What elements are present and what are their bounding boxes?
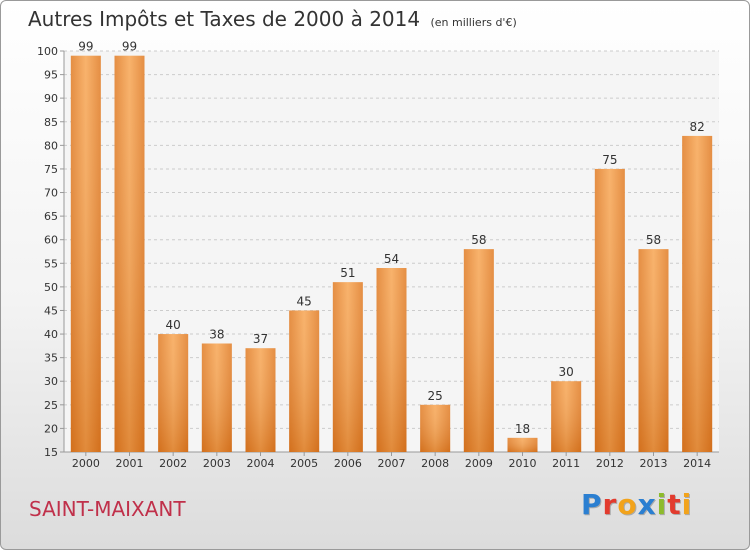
y-tick-label: 55 xyxy=(44,257,58,270)
chart-title-text: Autres Impôts et Taxes de 2000 à 2014 xyxy=(28,7,421,31)
x-tick-label: 2013 xyxy=(640,457,668,470)
x-tick-label: 2014 xyxy=(683,457,711,470)
bar-shade xyxy=(594,168,625,453)
logo-letter: i xyxy=(681,488,693,521)
data-label: 82 xyxy=(690,120,705,134)
x-tick-label: 2004 xyxy=(247,457,275,470)
data-label: 99 xyxy=(78,40,93,54)
x-tick-label: 2010 xyxy=(509,457,537,470)
y-tick-label: 50 xyxy=(44,281,58,294)
x-tick-label: 2005 xyxy=(290,457,318,470)
x-tick-label: 2001 xyxy=(116,457,144,470)
y-tick-label: 85 xyxy=(44,116,58,129)
y-tick-label: 80 xyxy=(44,139,58,152)
logo-letter: t xyxy=(667,488,682,521)
logo-letter: P xyxy=(581,488,603,521)
y-tick-label: 35 xyxy=(44,352,58,365)
y-tick-label: 20 xyxy=(44,422,58,435)
proxiti-logo: Proxiti xyxy=(581,488,692,521)
x-tick-label: 2012 xyxy=(596,457,624,470)
bar-shade xyxy=(332,282,363,452)
y-tick-label: 60 xyxy=(44,234,58,247)
x-tick-label: 2009 xyxy=(465,457,493,470)
data-label: 58 xyxy=(471,233,486,247)
bar-shade xyxy=(682,135,713,452)
data-label: 37 xyxy=(253,332,268,346)
data-label: 38 xyxy=(209,327,224,341)
y-tick-label: 65 xyxy=(44,210,58,223)
x-tick-label: 2007 xyxy=(378,457,406,470)
city-name: SAINT-MAIXANT xyxy=(29,497,186,521)
data-label: 45 xyxy=(297,294,312,308)
logo-letter: r xyxy=(602,488,618,521)
y-tick-label: 100 xyxy=(37,45,58,58)
y-tick-label: 45 xyxy=(44,304,58,317)
y-tick-label: 40 xyxy=(44,328,58,341)
bar-shade xyxy=(114,55,145,452)
y-tick-label: 15 xyxy=(44,446,58,459)
data-label: 18 xyxy=(515,422,530,436)
data-label: 25 xyxy=(428,389,443,403)
y-tick-label: 25 xyxy=(44,399,58,412)
data-label: 75 xyxy=(602,153,617,167)
x-tick-label: 2006 xyxy=(334,457,362,470)
bar-shade xyxy=(463,249,494,452)
x-tick-label: 2011 xyxy=(552,457,580,470)
bar-shade xyxy=(158,334,189,452)
data-label: 54 xyxy=(384,252,399,266)
bar-shade xyxy=(420,404,451,452)
logo-letter: i xyxy=(656,488,668,521)
bar-shade xyxy=(507,437,538,452)
y-tick-label: 90 xyxy=(44,92,58,105)
data-label: 99 xyxy=(122,40,137,54)
bar-shade xyxy=(638,249,669,452)
bar-shade xyxy=(201,343,232,452)
logo-letter: o xyxy=(617,488,638,521)
data-label: 40 xyxy=(166,318,181,332)
logo-letter: x xyxy=(637,488,657,521)
bar-shade xyxy=(70,55,101,452)
data-label: 58 xyxy=(646,233,661,247)
bar-shade xyxy=(376,268,407,452)
y-tick-label: 95 xyxy=(44,69,58,82)
x-tick-label: 2003 xyxy=(203,457,231,470)
y-tick-label: 75 xyxy=(44,163,58,176)
x-tick-label: 2000 xyxy=(72,457,100,470)
chart-unit: (en milliers d'€) xyxy=(430,16,517,29)
x-tick-label: 2002 xyxy=(159,457,187,470)
y-tick-label: 30 xyxy=(44,375,58,388)
bar-shade xyxy=(551,381,582,452)
bar-shade xyxy=(289,310,320,452)
data-label: 51 xyxy=(340,266,355,280)
chart-title: Autres Impôts et Taxes de 2000 à 2014 (e… xyxy=(28,7,517,31)
x-tick-label: 2008 xyxy=(421,457,449,470)
bar-shade xyxy=(245,348,276,452)
data-label: 30 xyxy=(559,365,574,379)
y-tick-label: 70 xyxy=(44,187,58,200)
